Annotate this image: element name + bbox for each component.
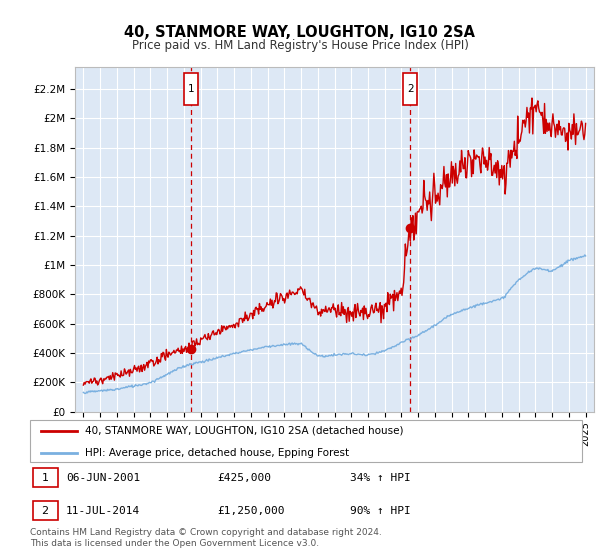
FancyBboxPatch shape [33, 468, 58, 487]
Text: Price paid vs. HM Land Registry's House Price Index (HPI): Price paid vs. HM Land Registry's House … [131, 39, 469, 52]
Text: 1: 1 [188, 84, 194, 94]
Text: HPI: Average price, detached house, Epping Forest: HPI: Average price, detached house, Eppi… [85, 448, 349, 458]
Text: Contains HM Land Registry data © Crown copyright and database right 2024.
This d: Contains HM Land Registry data © Crown c… [30, 528, 382, 548]
Text: 40, STANMORE WAY, LOUGHTON, IG10 2SA: 40, STANMORE WAY, LOUGHTON, IG10 2SA [125, 25, 476, 40]
Text: 34% ↑ HPI: 34% ↑ HPI [350, 473, 411, 483]
FancyBboxPatch shape [33, 501, 58, 520]
FancyBboxPatch shape [30, 420, 582, 462]
FancyBboxPatch shape [403, 73, 418, 105]
Text: £1,250,000: £1,250,000 [218, 506, 285, 516]
Text: 06-JUN-2001: 06-JUN-2001 [66, 473, 140, 483]
Text: 11-JUL-2014: 11-JUL-2014 [66, 506, 140, 516]
Text: £425,000: £425,000 [218, 473, 272, 483]
Text: 2: 2 [407, 84, 413, 94]
FancyBboxPatch shape [184, 73, 198, 105]
Text: 40, STANMORE WAY, LOUGHTON, IG10 2SA (detached house): 40, STANMORE WAY, LOUGHTON, IG10 2SA (de… [85, 426, 404, 436]
Text: 1: 1 [41, 473, 49, 483]
Text: 2: 2 [41, 506, 49, 516]
Text: 90% ↑ HPI: 90% ↑ HPI [350, 506, 411, 516]
